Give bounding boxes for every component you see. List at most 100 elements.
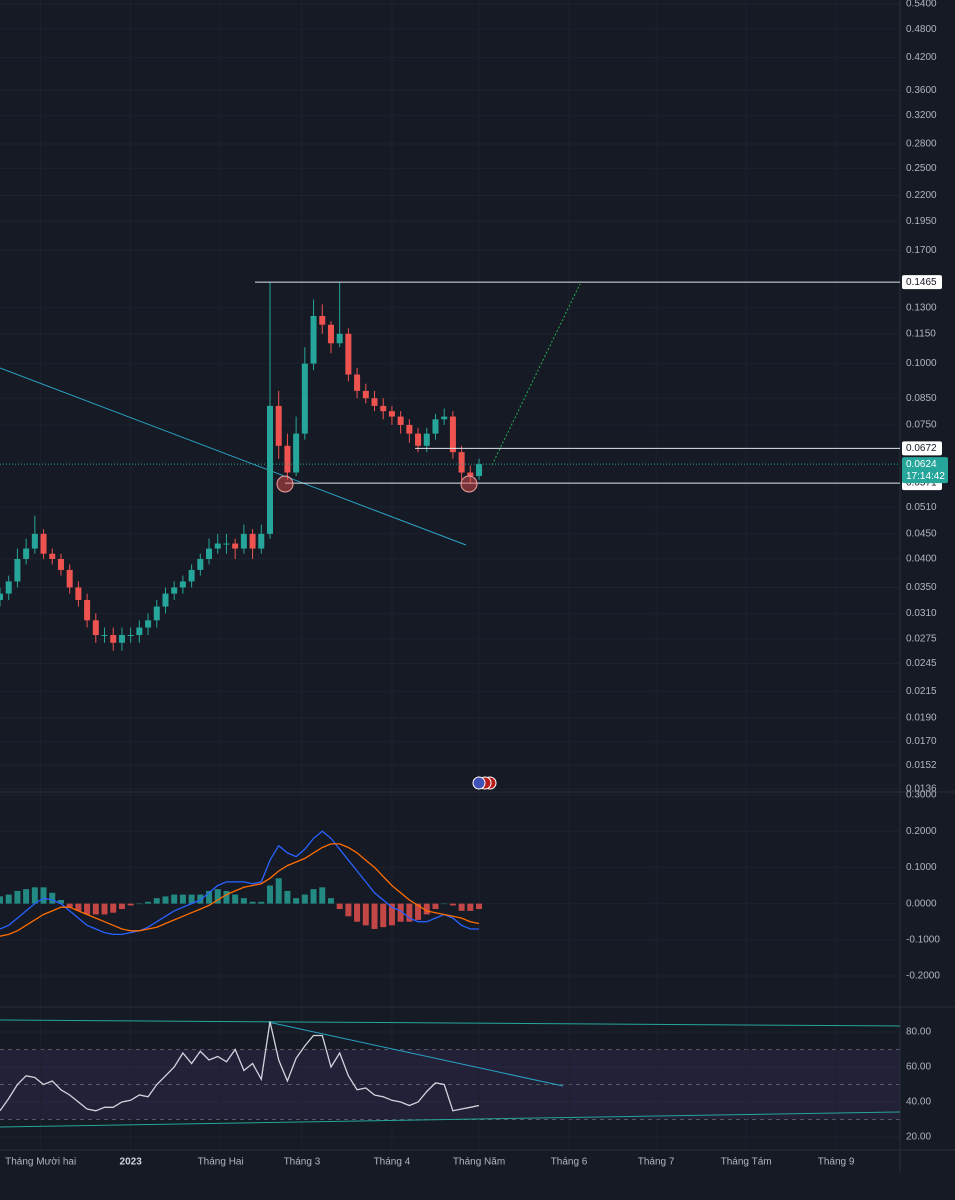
histogram-bar bbox=[336, 903, 343, 910]
candle-body bbox=[476, 464, 483, 477]
candle-body bbox=[354, 374, 361, 391]
histogram-bar bbox=[415, 903, 422, 920]
y-tick-label: 0.0510 bbox=[906, 502, 937, 513]
level-label-box bbox=[902, 275, 942, 290]
x-tick-label: 2023 bbox=[120, 1157, 143, 1168]
candle-body bbox=[49, 553, 56, 559]
last-price-box bbox=[902, 457, 948, 484]
histogram-bar bbox=[267, 885, 273, 904]
candle-body bbox=[153, 606, 160, 621]
candle-body bbox=[336, 333, 343, 344]
y-tick-label: 0.3600 bbox=[906, 85, 937, 96]
histogram-bar bbox=[162, 896, 169, 904]
candle-body bbox=[362, 390, 369, 399]
candle-body bbox=[275, 405, 282, 446]
histogram-bar bbox=[467, 903, 474, 911]
histogram-bar bbox=[84, 903, 91, 915]
candle-body bbox=[171, 587, 178, 594]
y-tick-label: 0.1300 bbox=[906, 302, 937, 313]
macd-line bbox=[0, 843, 480, 937]
y-tick-label: 0.1000 bbox=[906, 862, 937, 873]
candle-body bbox=[240, 533, 247, 549]
candle-body bbox=[206, 548, 213, 559]
histogram-bar bbox=[240, 898, 247, 904]
candle-body bbox=[188, 569, 195, 582]
x-tick-label: Tháng Mười hai bbox=[5, 1157, 76, 1168]
y-tick-label: 0.5400 bbox=[906, 0, 937, 10]
y-tick-label: 0.1000 bbox=[906, 358, 937, 369]
candle-body bbox=[449, 416, 456, 453]
histogram-bar bbox=[423, 903, 430, 915]
histogram-bar bbox=[293, 898, 300, 904]
candle-body bbox=[258, 533, 265, 549]
histogram-bar bbox=[75, 903, 82, 911]
y-tick-label: 80.00 bbox=[906, 1027, 931, 1038]
y-tick-label: 0.0350 bbox=[906, 582, 937, 593]
level-label: 0.0672 bbox=[906, 443, 937, 454]
y-tick-label: 20.00 bbox=[906, 1132, 931, 1143]
candle-body bbox=[327, 324, 334, 344]
candle-body bbox=[467, 472, 474, 477]
y-tick-label: 60.00 bbox=[906, 1062, 931, 1073]
event-icons[interactable] bbox=[472, 776, 497, 790]
histogram-bar bbox=[441, 903, 448, 905]
histogram-bar bbox=[40, 887, 47, 904]
y-tick-label: 0.1700 bbox=[906, 245, 937, 256]
x-tick-label: Tháng 7 bbox=[638, 1157, 675, 1168]
y-tick-label: 0.0190 bbox=[906, 712, 937, 723]
candle-body bbox=[23, 548, 30, 559]
y-tick-label: 0.4200 bbox=[906, 52, 937, 63]
y-tick-label: 0.4800 bbox=[906, 24, 937, 35]
histogram-bar bbox=[127, 903, 134, 906]
x-tick-label: Tháng 6 bbox=[551, 1157, 588, 1168]
candle-body bbox=[432, 419, 439, 434]
event-icon[interactable] bbox=[472, 776, 486, 790]
candle-body bbox=[406, 424, 413, 434]
histogram-bar bbox=[118, 903, 125, 910]
x-tick-label: Tháng Năm bbox=[453, 1157, 505, 1168]
histogram-bar bbox=[380, 903, 387, 928]
y-tick-label: 0.2200 bbox=[906, 190, 937, 201]
histogram-bar bbox=[388, 903, 395, 926]
y-tick-label: 0.0400 bbox=[906, 554, 937, 565]
y-tick-label: 0.0152 bbox=[906, 760, 937, 771]
candle-body bbox=[441, 416, 448, 420]
histogram-bar bbox=[0, 896, 3, 904]
y-tick-label: 40.00 bbox=[906, 1097, 931, 1108]
candle-body bbox=[345, 333, 352, 375]
y-tick-label: 0.0215 bbox=[906, 686, 937, 697]
rsi-trend-line bbox=[0, 1019, 901, 1027]
histogram-bar bbox=[284, 890, 291, 904]
histogram-bar bbox=[110, 903, 117, 913]
candle-body bbox=[31, 533, 38, 549]
candle-body bbox=[388, 411, 395, 417]
pivot-marker bbox=[460, 475, 478, 493]
histogram-bar bbox=[223, 890, 230, 904]
y-tick-label: 0.2800 bbox=[906, 139, 937, 150]
histogram-bar bbox=[92, 903, 99, 915]
histogram-bar bbox=[23, 889, 30, 904]
candle-body bbox=[145, 620, 152, 628]
trend-line bbox=[0, 367, 467, 546]
y-tick-label: 0.0850 bbox=[906, 393, 937, 404]
rsi-trend-line bbox=[267, 1021, 564, 1087]
histogram-bar bbox=[345, 903, 352, 917]
y-tick-label: 0.0245 bbox=[906, 658, 937, 669]
y-tick-label: -0.1000 bbox=[906, 934, 940, 945]
candle-body bbox=[162, 593, 169, 607]
histogram-bar bbox=[5, 894, 12, 904]
histogram-bar bbox=[301, 894, 308, 904]
y-tick-label: 0.0450 bbox=[906, 528, 937, 539]
candle-body bbox=[267, 405, 273, 534]
histogram-bar bbox=[179, 894, 186, 904]
candle-body bbox=[127, 635, 134, 637]
y-tick-label: 0.0275 bbox=[906, 634, 937, 645]
histogram-bar bbox=[145, 901, 152, 904]
candle-body bbox=[14, 558, 21, 582]
histogram-bar bbox=[319, 887, 326, 904]
histogram-bar bbox=[31, 887, 38, 904]
x-tick-label: Tháng Tám bbox=[721, 1157, 772, 1168]
